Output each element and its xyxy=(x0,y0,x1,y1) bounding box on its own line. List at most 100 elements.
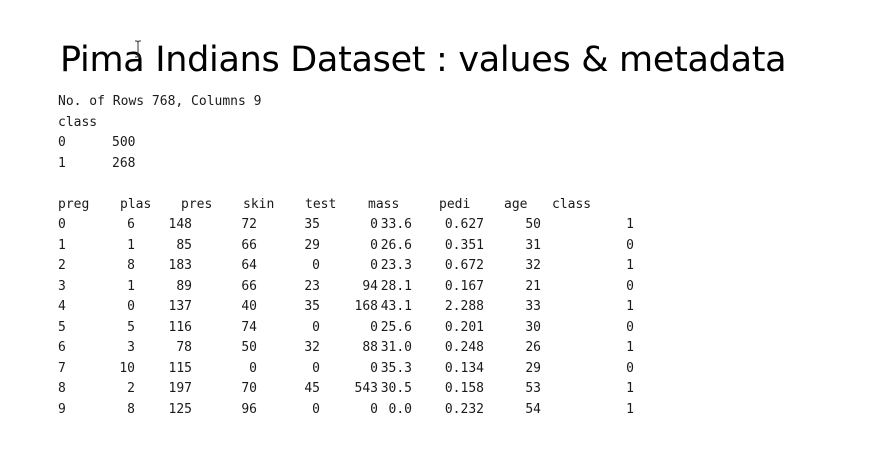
table-cell: 66 xyxy=(241,278,257,294)
table-cell: 10 xyxy=(119,360,135,376)
table-cell: 78 xyxy=(176,340,192,355)
table-cell: 8 xyxy=(127,401,135,417)
table-cell: 115 xyxy=(168,360,192,376)
row-index: 7 xyxy=(58,360,66,376)
table-cell: 26.6 xyxy=(380,237,412,253)
class-count: 268 xyxy=(112,155,136,171)
table-cell: 0 xyxy=(127,299,135,314)
table-cell: 43.1 xyxy=(380,299,412,314)
table-cell: 28.1 xyxy=(380,278,412,294)
table-cell: 70 xyxy=(241,381,257,396)
table-cell: 1 xyxy=(626,299,634,314)
column-header-mass: mass xyxy=(368,196,400,212)
table-cell: 116 xyxy=(168,319,192,335)
class-counts: 0 500 1 268 xyxy=(58,133,698,174)
table-cell: 29 xyxy=(525,360,541,376)
table-cell: 0.672 xyxy=(444,258,484,273)
table-cell: 0.0 xyxy=(388,401,412,417)
table-cell: 89 xyxy=(176,278,192,294)
class-label: 1 xyxy=(58,155,66,171)
table-cell: 0 xyxy=(370,237,378,253)
table-cell: 31.0 xyxy=(380,340,412,355)
table-cell: 94 xyxy=(362,278,378,294)
column-header-plas: plas xyxy=(120,196,152,212)
table-cell: 2.288 xyxy=(444,299,484,314)
row-index: 5 xyxy=(58,319,66,335)
table-cell: 31 xyxy=(525,237,541,253)
table-cell: 125 xyxy=(168,401,192,417)
column-header-class: class xyxy=(552,196,592,212)
table-row: 5 5 116 74 0 0 25.6 0.201 30 0 xyxy=(58,318,698,339)
class-label: 0 xyxy=(58,135,66,150)
table-cell: 543 xyxy=(354,381,378,396)
table-row: 4 0 137 40 35 168 43.1 2.288 33 1 xyxy=(58,297,698,318)
table-cell: 32 xyxy=(304,340,320,355)
dimensions-text: No. of Rows 768, Columns 9 xyxy=(58,94,262,109)
table-cell: 0 xyxy=(312,258,320,273)
table-cell: 5 xyxy=(127,319,135,335)
table-cell: 53 xyxy=(525,381,541,396)
table-cell: 26 xyxy=(525,340,541,355)
table-cell: 0 xyxy=(626,360,634,376)
spacer xyxy=(58,174,698,195)
class-count-row: 1 268 xyxy=(58,154,698,175)
table-cell: 29 xyxy=(304,237,320,253)
row-index: 3 xyxy=(58,278,66,294)
table-cell: 64 xyxy=(241,258,257,273)
table-row: 9 8 125 96 0 0 0.0 0.232 54 1 xyxy=(58,400,698,421)
table-cell: 197 xyxy=(168,381,192,396)
table-cell: 72 xyxy=(241,217,257,232)
table-header-row: preg plas pres skin test mass pedi age class xyxy=(58,195,698,216)
class-count: 500 xyxy=(112,135,136,150)
table-cell: 0 xyxy=(249,360,257,376)
table-cell: 183 xyxy=(168,258,192,273)
row-index: 9 xyxy=(58,401,66,417)
table-row: 1 1 85 66 29 0 26.6 0.351 31 0 xyxy=(58,236,698,257)
table-cell: 0 xyxy=(370,360,378,376)
table-cell: 1 xyxy=(626,401,634,417)
table-cell: 33 xyxy=(525,299,541,314)
table-cell: 88 xyxy=(362,340,378,355)
table-cell: 8 xyxy=(127,258,135,273)
class-header: class xyxy=(58,114,98,130)
table-cell: 0.232 xyxy=(444,401,484,417)
console-output: No. of Rows 768, Columns 9 class 0 500 1 26… xyxy=(58,92,698,420)
column-header-preg: preg xyxy=(58,196,90,212)
table-row: 3 1 89 66 23 94 28.1 0.167 21 0 xyxy=(58,277,698,298)
table-row: 2 8 183 64 0 0 23.3 0.672 32 1 xyxy=(58,256,698,277)
table-cell: 0.134 xyxy=(444,360,484,376)
class-count-row: 0 500 xyxy=(58,133,698,154)
table-cell: 1 xyxy=(626,217,634,232)
table-cell: 50 xyxy=(241,340,257,355)
table-row: 0 6 148 72 35 0 33.6 0.627 50 1 xyxy=(58,215,698,236)
table-row: 7 10 115 0 0 0 35.3 0.134 29 0 xyxy=(58,359,698,380)
table-cell: 0 xyxy=(626,319,634,335)
column-header-test: test xyxy=(305,196,337,212)
table-cell: 96 xyxy=(241,401,257,417)
table-cell: 0.248 xyxy=(444,340,484,355)
table-cell: 1 xyxy=(626,340,634,355)
table-cell: 1 xyxy=(626,381,634,396)
table-cell: 35 xyxy=(304,217,320,232)
table-cell: 54 xyxy=(525,401,541,417)
table-cell: 74 xyxy=(241,319,257,335)
table-cell: 168 xyxy=(354,299,378,314)
column-header-pedi: pedi xyxy=(439,196,471,212)
table-row: 8 2 197 70 45 543 30.5 0.158 53 1 xyxy=(58,379,698,400)
table-cell: 0 xyxy=(370,217,378,232)
table-cell: 0 xyxy=(626,237,634,253)
table-cell: 0 xyxy=(626,278,634,294)
table-cell: 23.3 xyxy=(380,258,412,273)
table-cell: 21 xyxy=(525,278,541,294)
table-row: 6 3 78 50 32 88 31.0 0.248 26 1 xyxy=(58,338,698,359)
table-cell: 137 xyxy=(168,299,192,314)
table-cell: 0.201 xyxy=(444,319,484,335)
table-cell: 0 xyxy=(370,401,378,417)
row-index: 0 xyxy=(58,217,66,232)
table-cell: 85 xyxy=(176,237,192,253)
table-cell: 30.5 xyxy=(380,381,412,396)
table-cell: 3 xyxy=(127,340,135,355)
table-cell: 0 xyxy=(370,319,378,335)
row-index: 1 xyxy=(58,237,66,253)
